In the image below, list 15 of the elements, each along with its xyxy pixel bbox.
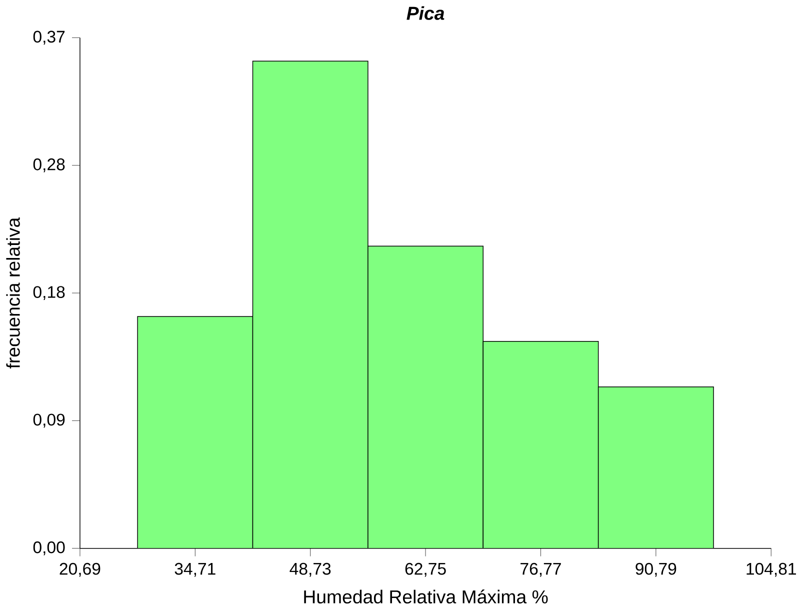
y-tick-label: 0,09 xyxy=(33,414,65,428)
y-tick-label: 0,00 xyxy=(33,542,65,556)
x-tick-label: 20,69 xyxy=(60,563,100,577)
y-axis-title: frecuencia relativa xyxy=(6,217,20,369)
chart-title: Pica xyxy=(406,6,444,20)
x-tick-label: 62,75 xyxy=(405,563,446,577)
x-tick-label: 104,81 xyxy=(746,563,796,577)
x-tick-label: 48,73 xyxy=(290,563,331,577)
y-tick-label: 0,28 xyxy=(33,158,65,172)
x-axis-title: Humedad Relativa Máxima % xyxy=(304,590,548,604)
x-tick-label: 90,79 xyxy=(636,563,676,577)
y-tick-label: 0,37 xyxy=(33,30,65,45)
x-tick-label: 76,77 xyxy=(520,563,561,577)
y-tick-label: 0,18 xyxy=(33,286,65,300)
x-tick-label: 34,71 xyxy=(174,563,216,577)
